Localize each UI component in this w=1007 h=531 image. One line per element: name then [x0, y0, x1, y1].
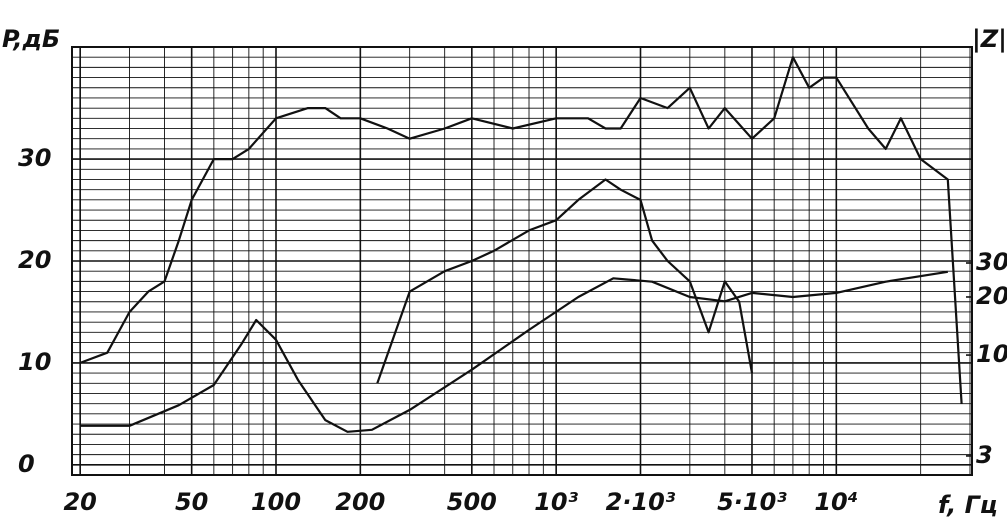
y-axis-label: P,дБ [2, 25, 60, 53]
x-tick-label: 500 [447, 488, 497, 516]
y-tick-label: 0 [18, 450, 35, 478]
y2-tick-label: 3 [976, 441, 993, 469]
x-tick-label: 50 [175, 488, 208, 516]
x-tick-label: 10⁴ [814, 488, 858, 516]
x-tick-label: 200 [335, 488, 385, 516]
x-tick-label: 2·10³ [606, 488, 676, 516]
series-line [376, 178, 754, 384]
y2-axis-label: |Z| Ом [972, 25, 1007, 53]
y2-tick-label: 10 [976, 340, 1007, 368]
x-tick-label: 10³ [534, 488, 578, 516]
y2-tick-label: 30 [976, 248, 1007, 276]
y-tick-label: 10 [18, 348, 51, 376]
y-tick-label: 20 [18, 246, 51, 274]
y2-tick-label: 20 [976, 282, 1007, 310]
x-tick-label: 20 [63, 488, 96, 516]
series-line [79, 56, 963, 404]
x-tick-label: 5·10³ [717, 488, 787, 516]
series-line [80, 270, 948, 433]
y-tick-label: 30 [18, 144, 51, 172]
x-axis-label: f, Гц [938, 491, 998, 519]
x-tick-label: 100 [251, 488, 301, 516]
